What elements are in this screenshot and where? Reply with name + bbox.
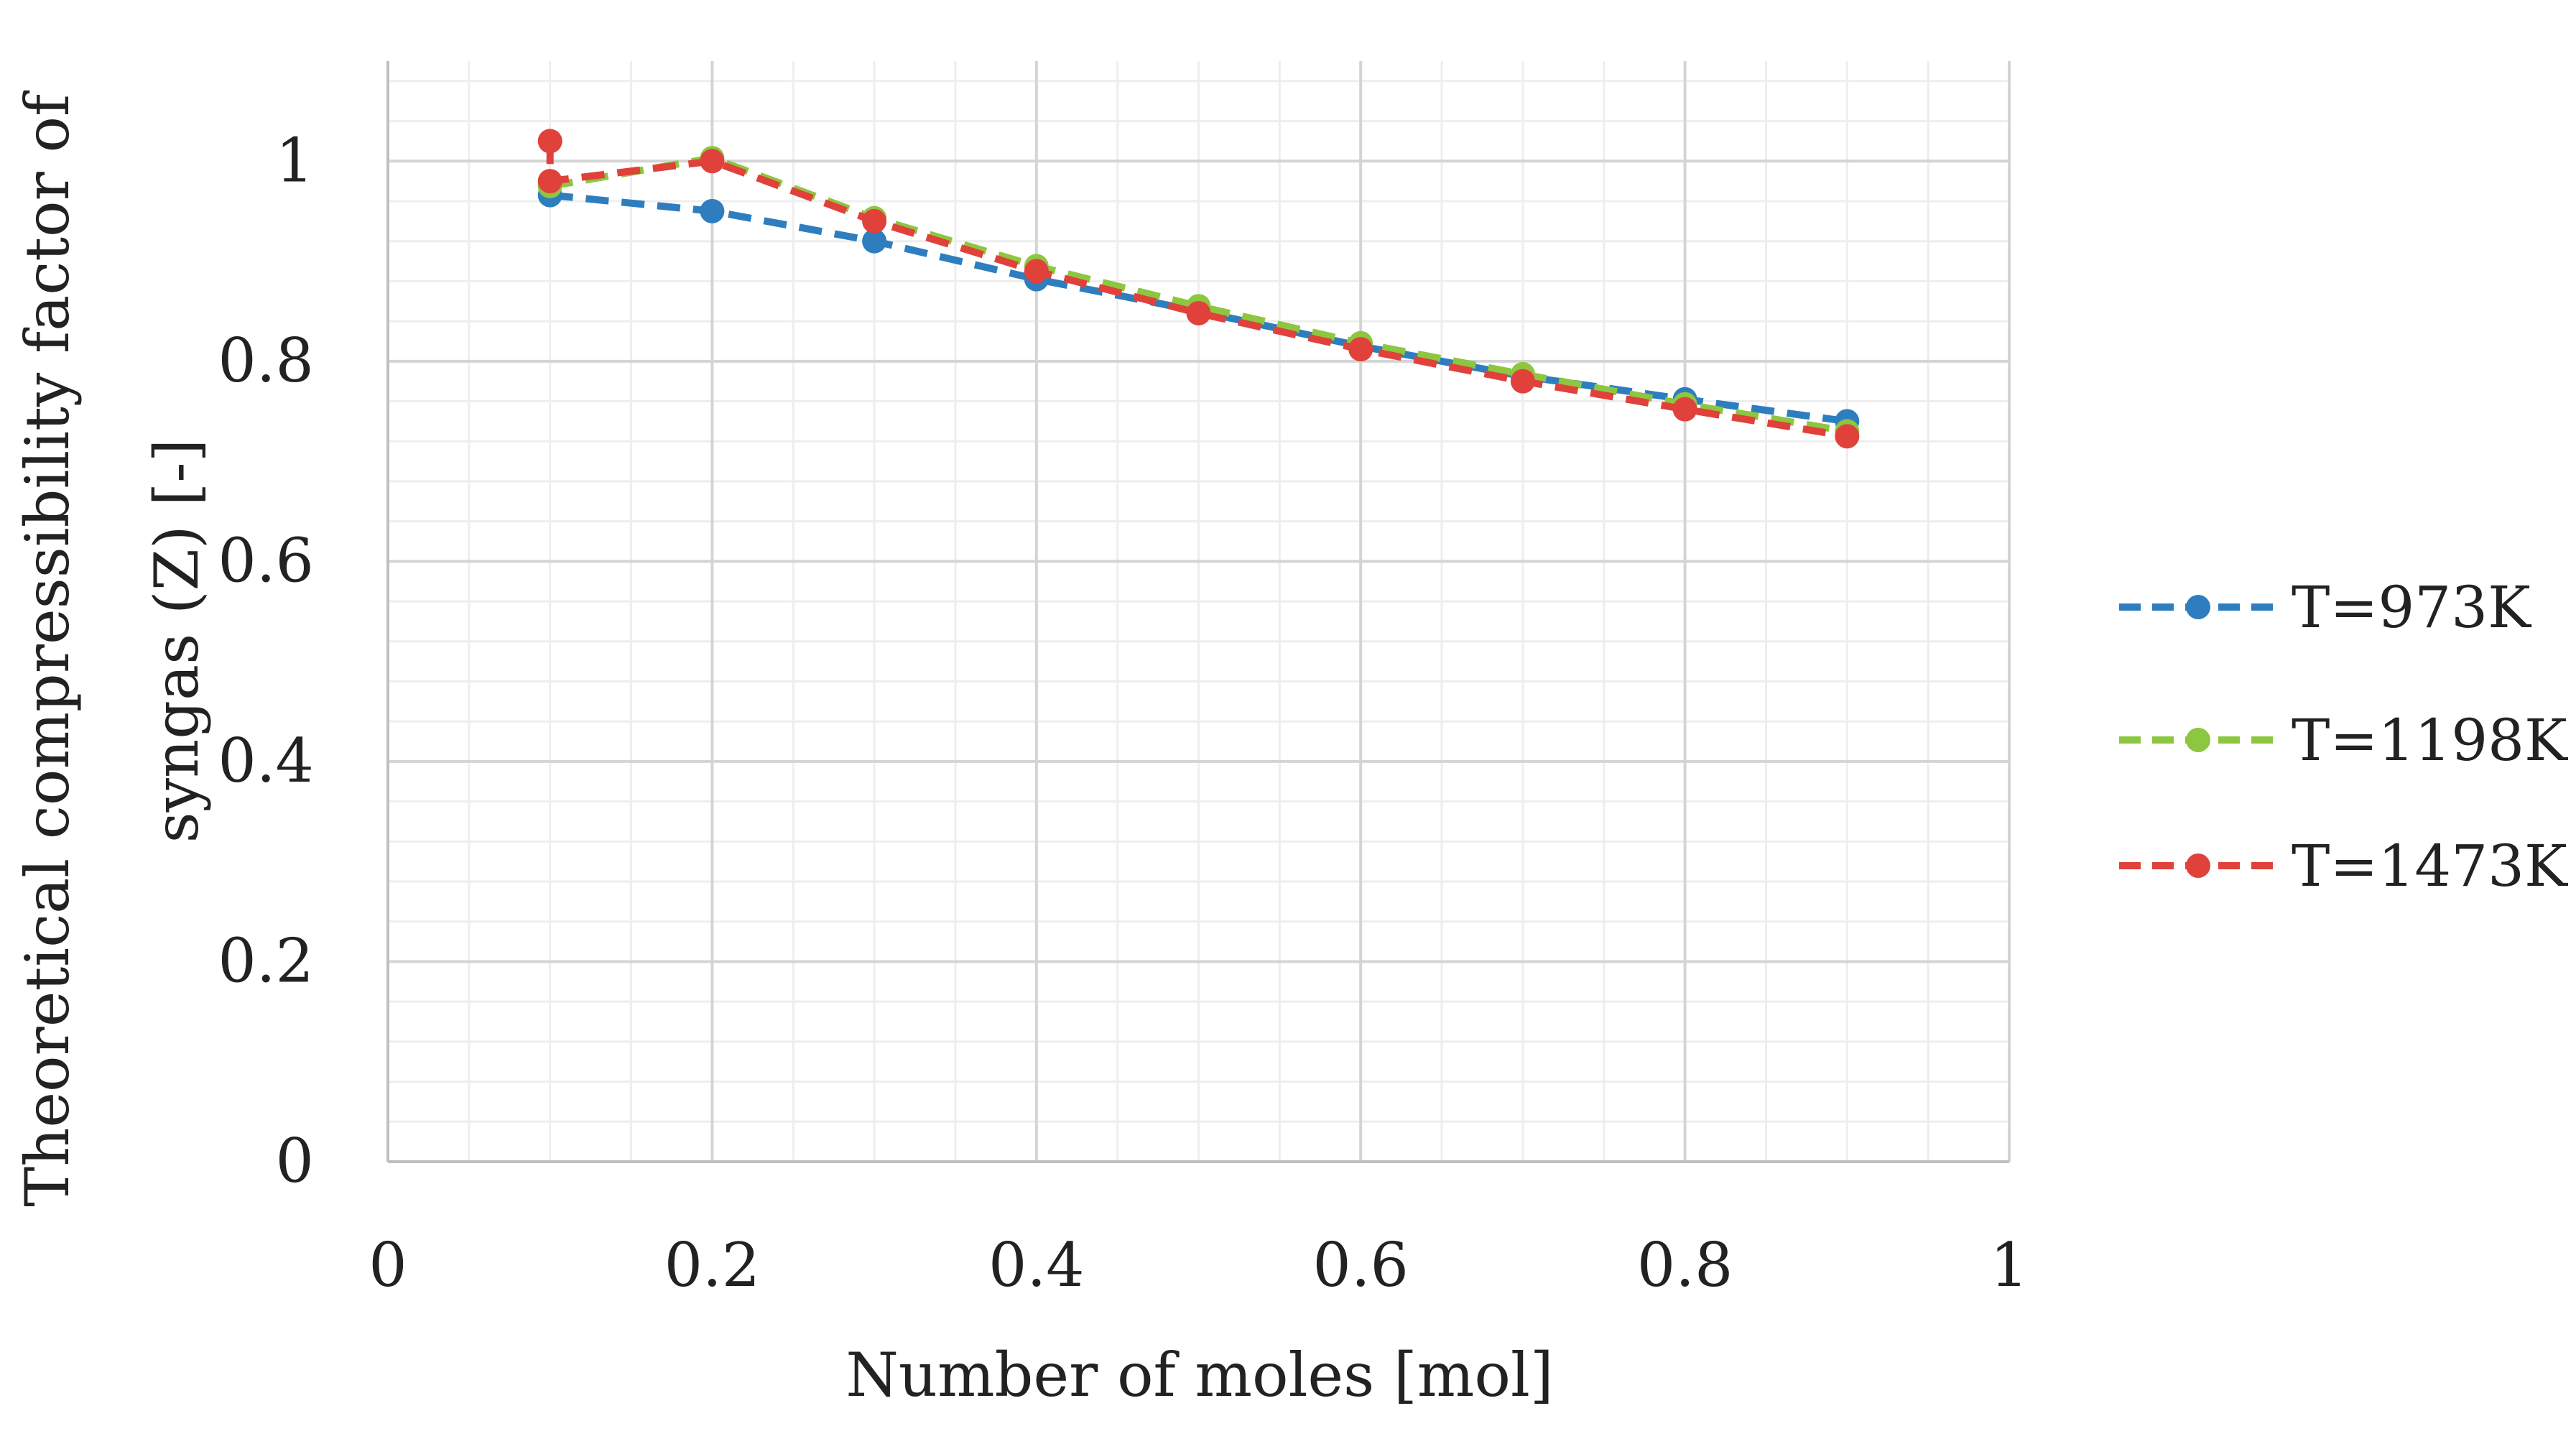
series-T=1473K [537,129,1860,449]
data-point [1024,259,1049,284]
y-tick-label: 0.2 [218,925,314,996]
legend-marker [2186,595,2210,619]
data-point [537,129,562,154]
x-tick-label: 0.2 [664,1230,761,1300]
data-point [1835,424,1860,449]
data-point [1186,300,1211,325]
x-tick-label: 0.8 [1637,1230,1733,1300]
legend-item: T=973K [2119,574,2531,641]
plot-area [386,61,2011,1163]
data-point [1348,337,1373,362]
x-tick-label: 1 [1990,1230,2028,1300]
legend-item: T=1198K [2119,707,2568,774]
y-tick-label: 1 [276,125,314,195]
y-axis-tick-labels: 0 0.2 0.4 0.6 0.8 1 [218,125,314,1196]
x-axis-title: Number of moles [mol] [845,1340,1553,1410]
legend-label: T=1473K [2292,833,2568,899]
legend-label: T=973K [2292,574,2531,641]
legend-marker [2186,728,2210,752]
y-axis-title-line-1: Theoretical compressibility factor of [12,90,83,1207]
axes [386,61,2009,1163]
y-tick-label: 0 [276,1126,314,1196]
x-tick-label: 0.6 [1312,1230,1409,1300]
y-tick-label: 0.6 [218,525,314,596]
data-point [700,198,725,223]
y-axis-title: Theoretical compressibility factor of sy… [12,75,212,1207]
legend-marker [2186,853,2210,878]
series-line [546,141,1848,440]
y-tick-label: 0.4 [218,726,314,796]
data-point [1672,397,1697,422]
series-group [537,129,1860,449]
major-grid [388,61,2011,1162]
x-tick-label: 0 [369,1230,407,1300]
data-point [862,208,887,233]
legend: T=973K T=1198K T=1473K [2119,574,2568,899]
legend-label: T=1198K [2292,707,2568,774]
data-point [862,228,887,254]
x-axis-tick-labels: 0 0.2 0.4 0.6 0.8 1 [369,1230,2028,1300]
x-tick-label: 0.4 [988,1230,1085,1300]
y-tick-label: 0.8 [218,325,314,396]
data-point [700,149,725,174]
minor-grid [388,61,2009,1162]
data-point [537,169,562,194]
y-axis-title-line-2: syngas (Z) [-] [142,439,212,843]
data-point [1510,369,1535,394]
legend-item: T=1473K [2119,833,2568,899]
